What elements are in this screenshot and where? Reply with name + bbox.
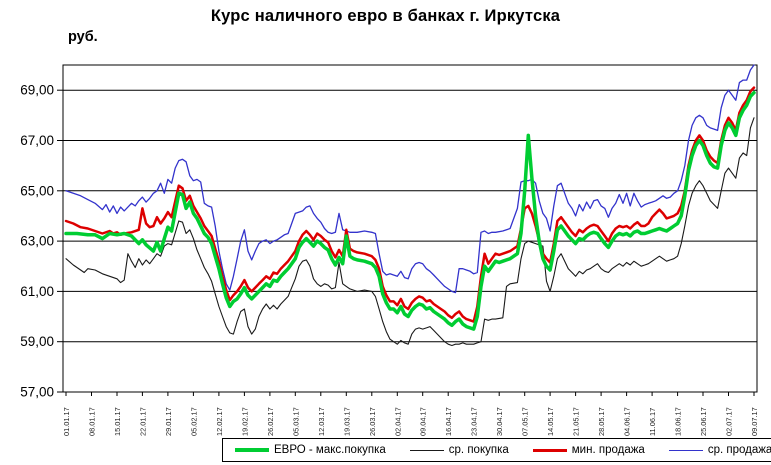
- x-tick-label: 12.02.17: [215, 407, 224, 436]
- series-line-0: [64, 90, 756, 331]
- x-tick-label: 09.04.17: [419, 407, 428, 436]
- x-tick-label: 02.07.17: [725, 407, 734, 436]
- y-tick-label: 67,00: [20, 133, 54, 148]
- y-tick-label: 69,00: [20, 83, 54, 98]
- x-tick-label: 07.05.17: [521, 407, 530, 436]
- x-tick-label: 09.07.17: [750, 407, 759, 436]
- plot-frame: [62, 64, 758, 393]
- x-tick-label: 12.03.17: [317, 407, 326, 436]
- x-tick-label: 22.01.17: [138, 407, 147, 436]
- legend-item-min-sell: мин. продажа: [532, 444, 645, 456]
- legend-item-max-buy: ЕВРО - макс.покупка: [235, 444, 386, 456]
- x-tick-label: 11.06.17: [648, 408, 657, 436]
- x-tick-label: 23.04.17: [470, 407, 479, 436]
- legend-item-avg-sell: ср. продажа: [668, 444, 771, 456]
- legend-line-sample-max-buy: [235, 448, 269, 452]
- series-line-1: [65, 117, 755, 347]
- y-tick-label: 65,00: [20, 183, 54, 198]
- x-tick-label: 16.04.17: [444, 407, 453, 436]
- x-tick-label: 15.01.17: [113, 407, 122, 436]
- x-tick-label: 14.05.17: [546, 407, 555, 436]
- legend-line-sample-avg-buy: [409, 449, 444, 451]
- y-tick-label: 57,00: [20, 385, 54, 400]
- x-tick-label: 19.02.17: [240, 407, 249, 436]
- legend-item-label: ср. покупка: [448, 444, 509, 456]
- x-tick-label: 21.05.17: [572, 407, 581, 436]
- x-tick-label: 26.03.17: [368, 407, 377, 436]
- x-tick-label: 18.06.17: [674, 407, 683, 436]
- x-tick-label: 05.02.17: [189, 407, 198, 436]
- y-tick-label: 59,00: [20, 334, 54, 349]
- y-tick-label: 63,00: [20, 234, 54, 249]
- x-tick-label: 02.04.17: [393, 407, 402, 436]
- x-tick-label: 29.01.17: [164, 407, 173, 436]
- legend-item-label: мин. продажа: [571, 444, 645, 456]
- legend-item-label: ср. продажа: [707, 444, 771, 456]
- series-line-3: [65, 64, 755, 294]
- x-tick-label: 25.06.17: [699, 407, 708, 436]
- x-tick-label: 01.01.17: [62, 407, 71, 436]
- legend-item-avg-buy: ср. покупка: [409, 444, 509, 456]
- legend-line-sample-avg-sell: [668, 449, 703, 451]
- legend-item-label: ЕВРО - макс.покупка: [274, 444, 386, 456]
- legend-line-sample-min-sell: [532, 448, 567, 452]
- x-tick-label: 26.02.17: [266, 407, 275, 436]
- legend: ЕВРО - макс.покупка ср. покупка мин. про…: [222, 438, 771, 462]
- y-axis-unit-label: руб.: [68, 29, 98, 45]
- chart-title: Курс наличного евро в банках г. Иркутска: [210, 7, 561, 25]
- x-tick-label: 04.06.17: [623, 407, 632, 436]
- x-tick-label: 19.03.17: [342, 407, 351, 436]
- x-tick-label: 08.01.17: [88, 407, 97, 436]
- x-tick-label: 30.04.17: [495, 407, 504, 436]
- series-line-2: [64, 86, 756, 323]
- y-tick-label: 61,00: [20, 284, 54, 299]
- x-tick-label: 28.05.17: [597, 407, 606, 436]
- x-tick-label: 05.03.17: [291, 407, 300, 436]
